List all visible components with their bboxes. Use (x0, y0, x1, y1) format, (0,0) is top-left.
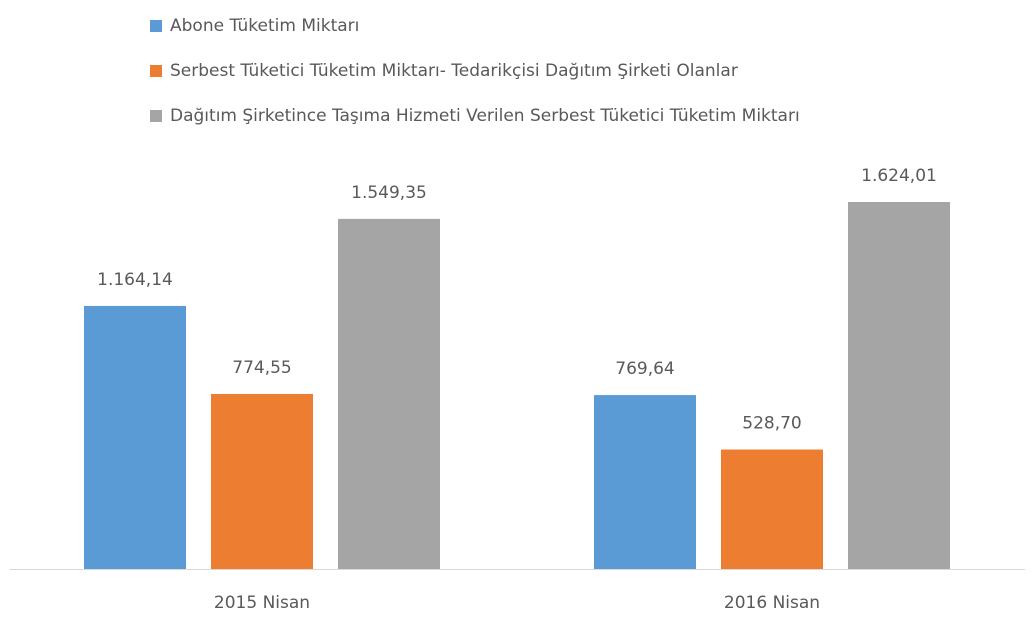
bar (848, 202, 950, 569)
x-tick-label: 2015 Nisan (214, 593, 310, 613)
data-label: 1.549,35 (351, 183, 427, 203)
data-label: 774,55 (232, 358, 291, 378)
data-label: 1.164,14 (97, 270, 173, 290)
bar (338, 218, 440, 569)
bar (211, 393, 313, 569)
data-label: 528,70 (742, 414, 801, 434)
legend-swatch (150, 20, 162, 32)
legend-swatch (150, 110, 162, 122)
legend-label: Serbest Tüketici Tüketim Miktarı- Tedari… (170, 61, 738, 81)
bar (721, 449, 823, 569)
data-label: 1.624,01 (861, 166, 937, 186)
bar (84, 305, 186, 569)
bar (594, 395, 696, 569)
legend-label: Dağıtım Şirketince Taşıma Hizmeti Verile… (170, 106, 800, 126)
x-tick-label: 2016 Nisan (724, 593, 820, 613)
data-label: 769,64 (615, 359, 674, 379)
legend-label: Abone Tüketim Miktarı (170, 16, 359, 36)
legend-swatch (150, 65, 162, 77)
